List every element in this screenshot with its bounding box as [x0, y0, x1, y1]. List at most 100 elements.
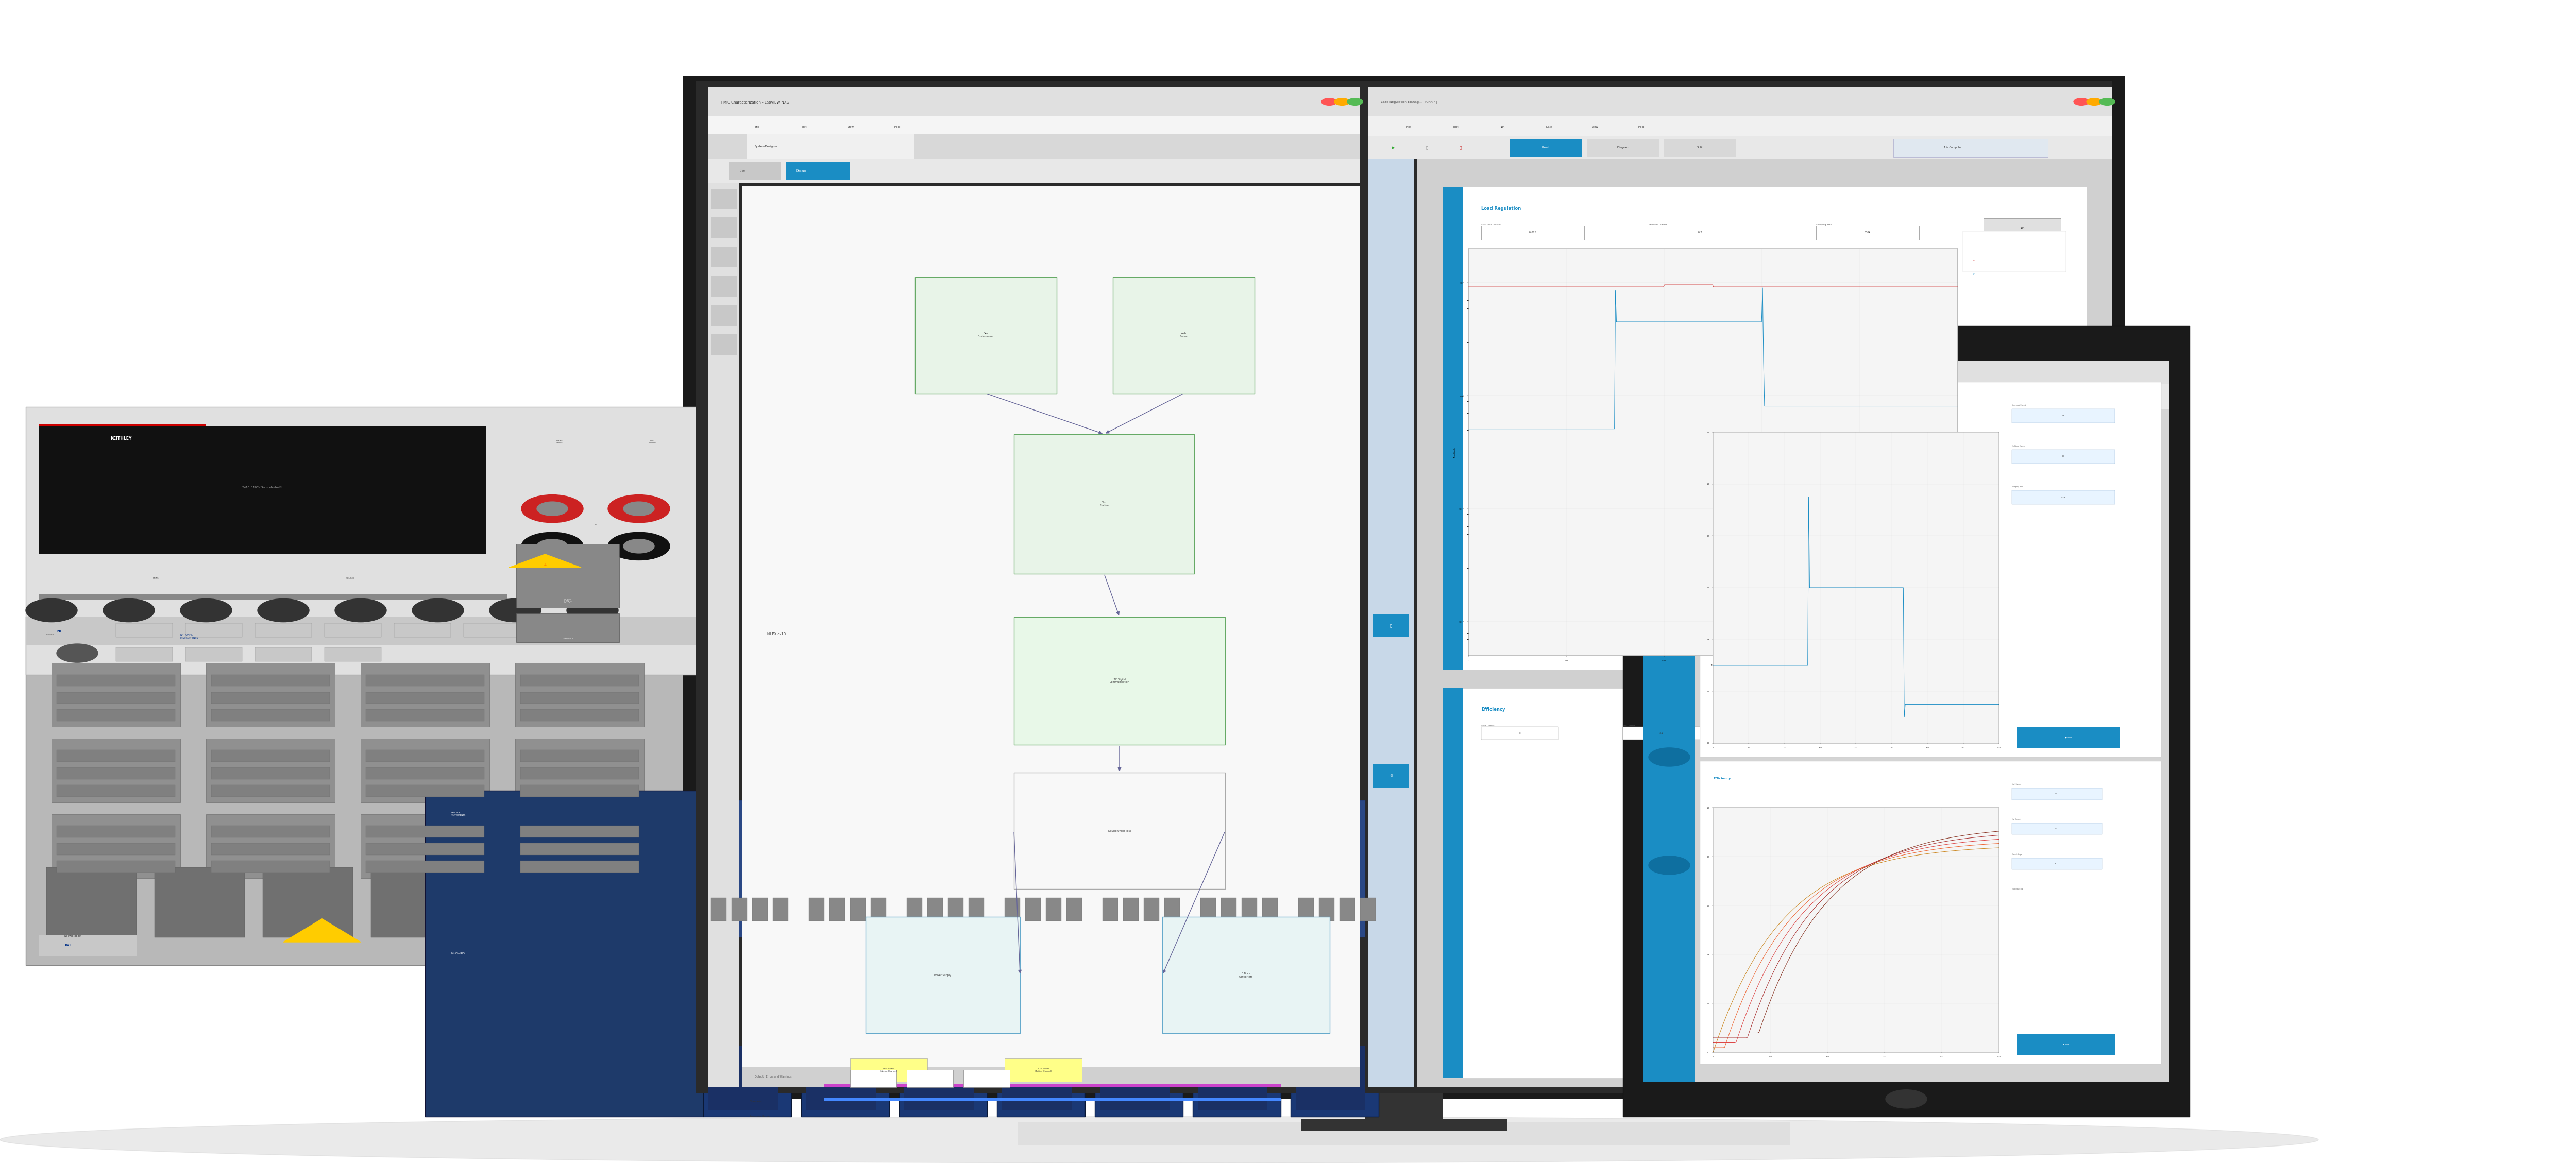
Text: SystemDesigner: SystemDesigner [755, 145, 778, 148]
Bar [1095, 791, 1182, 1116]
Bar [786, 162, 850, 180]
Circle shape [1334, 98, 1350, 105]
Bar [57, 768, 175, 779]
Bar [2012, 409, 2115, 423]
Bar [1144, 898, 1159, 921]
Text: PXI: PXI [64, 944, 70, 947]
Text: 5 Buck
Converters: 5 Buck Converters [1239, 972, 1252, 978]
Bar [752, 898, 768, 921]
Bar [1365, 1093, 1443, 1122]
Bar [806, 800, 876, 937]
Bar [185, 647, 242, 661]
Bar [1623, 326, 2190, 1116]
Text: Valid Inputs: 3V: Valid Inputs: 3V [2012, 889, 2022, 890]
Bar [1002, 800, 1072, 937]
Bar [520, 750, 639, 762]
Text: End Current: End Current [1623, 725, 1636, 727]
Text: End Load Current: End Load Current [2012, 445, 2025, 447]
Bar [366, 675, 484, 686]
Text: Web
Server: Web Server [1180, 333, 1188, 338]
Bar [1221, 898, 1236, 921]
Text: Start Current: Start Current [2012, 784, 2022, 785]
Bar [515, 544, 618, 607]
Bar [39, 594, 507, 600]
Text: File: File [1406, 126, 1412, 128]
Text: Resource Name: Resource Name [750, 1115, 770, 1118]
Bar [1443, 688, 1463, 1078]
Text: I2C Digital
Communication: I2C Digital Communication [1110, 678, 1128, 684]
Bar [866, 916, 1020, 1033]
Bar [850, 898, 866, 921]
Ellipse shape [0, 1116, 2318, 1163]
Text: Load Regulation: Load Regulation [1713, 398, 1741, 401]
Text: NATIONAL
INSTRUMENTS: NATIONAL INSTRUMENTS [180, 634, 198, 638]
Bar [52, 663, 180, 727]
Text: KEITHLEY: KEITHLEY [111, 436, 131, 441]
Bar [366, 826, 484, 837]
Bar [325, 647, 381, 661]
Bar [57, 861, 175, 872]
Circle shape [536, 540, 567, 554]
Text: 400k: 400k [2061, 497, 2066, 498]
Bar [1443, 688, 2087, 1078]
Bar [371, 868, 461, 937]
Bar [683, 76, 2125, 1099]
Text: View: View [848, 126, 855, 128]
Bar [696, 81, 2112, 1093]
Bar [39, 935, 137, 956]
Bar [57, 843, 175, 855]
Text: -0.2: -0.2 [1698, 231, 1703, 234]
Bar [116, 647, 173, 661]
Bar [479, 868, 569, 937]
Bar [732, 898, 747, 921]
Bar [1816, 226, 1919, 240]
Bar [464, 623, 520, 637]
Circle shape [2087, 98, 2102, 105]
Bar [1005, 898, 1020, 921]
Bar [206, 663, 335, 727]
Bar [39, 424, 206, 454]
Bar [829, 898, 845, 921]
Bar [1298, 898, 1314, 921]
Bar [1963, 231, 2066, 272]
Text: ⚙: ⚙ [1388, 775, 1394, 777]
Bar [515, 739, 644, 802]
Bar [708, 1046, 778, 1111]
Circle shape [2099, 98, 2115, 105]
Bar [927, 898, 943, 921]
Circle shape [489, 599, 541, 622]
Text: Load Regulation: Load Regulation [1481, 206, 1520, 211]
Bar [366, 750, 484, 762]
Bar [711, 305, 737, 326]
Bar [899, 791, 987, 1116]
Text: Efficiency: Efficiency [1481, 707, 1504, 712]
Circle shape [536, 501, 567, 515]
Bar [618, 434, 683, 461]
Bar [1510, 138, 1582, 157]
Text: NATIONAL
INSTRUMENTS: NATIONAL INSTRUMENTS [451, 812, 466, 816]
Bar [39, 426, 487, 555]
Bar [742, 1066, 1360, 1087]
Bar [1340, 898, 1355, 921]
Bar [57, 826, 175, 837]
Bar [57, 709, 175, 721]
Bar [2012, 858, 2102, 870]
Text: View: View [1592, 126, 1600, 128]
Circle shape [412, 599, 464, 622]
Bar [1103, 898, 1118, 921]
Text: Run: Run [2020, 227, 2025, 229]
Bar [1319, 898, 1334, 921]
Bar [1417, 159, 2112, 1087]
Bar [1643, 384, 2169, 409]
Bar [1360, 898, 1376, 921]
Bar [520, 692, 639, 704]
Text: 2410  1100V SourceMeter®: 2410 1100V SourceMeter® [242, 486, 283, 488]
Text: Design: Design [796, 170, 806, 172]
Bar [587, 868, 677, 937]
Bar [824, 1098, 1280, 1101]
Bar [1046, 898, 1061, 921]
Bar [520, 861, 639, 872]
Text: POWER: POWER [46, 634, 54, 635]
Bar [1623, 727, 1700, 740]
Bar [904, 1046, 974, 1111]
